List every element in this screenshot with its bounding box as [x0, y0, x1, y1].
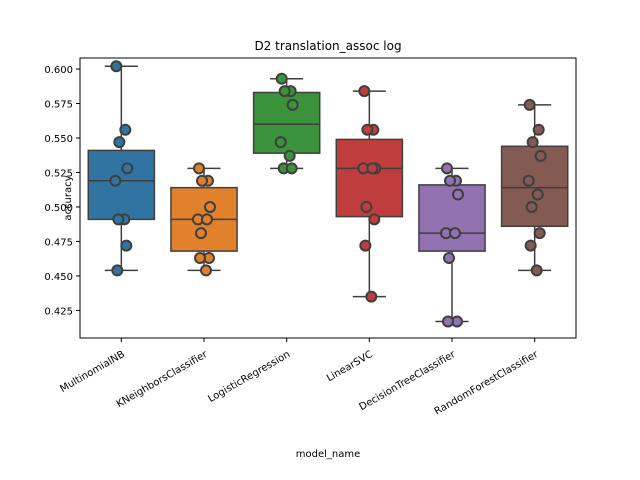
data-point [530, 264, 543, 277]
data-point [120, 239, 133, 252]
data-point [531, 188, 544, 201]
data-point [441, 162, 453, 175]
data-point [368, 213, 381, 226]
y-tick-label: 0.450 [44, 272, 73, 283]
box-group [87, 65, 156, 272]
data-point [533, 227, 546, 240]
data-point [449, 227, 461, 240]
data-point [109, 174, 122, 187]
x-axis-label: model_name [296, 449, 361, 460]
y-axis: 0.425 0.450 0.475 0.500 0.525 0.550 0.575 0.600 [44, 65, 80, 317]
data-point [532, 123, 545, 136]
y-tick-label: 0.600 [44, 65, 73, 76]
data-point [523, 98, 536, 111]
data-point [110, 60, 123, 73]
points-layer [109, 60, 547, 328]
data-point [526, 136, 539, 149]
data-point [534, 149, 547, 162]
data-point [275, 72, 288, 85]
data-point [443, 252, 455, 264]
data-point [204, 200, 216, 213]
data-point [452, 188, 464, 201]
data-point [283, 149, 296, 162]
y-axis-label: accuracy [63, 175, 74, 220]
data-point [524, 239, 537, 252]
data-point [111, 264, 124, 277]
y-tick-label: 0.575 [44, 100, 73, 111]
data-point [361, 123, 374, 136]
data-point [358, 85, 371, 98]
data-point [194, 252, 206, 264]
data-point [442, 315, 454, 328]
data-point [195, 227, 207, 240]
box-group [252, 77, 321, 170]
y-tick-label: 0.525 [44, 168, 73, 179]
data-point [285, 162, 298, 175]
data-point [200, 264, 212, 277]
data-point [278, 85, 291, 98]
data-point [365, 290, 378, 303]
y-tick-label: 0.475 [44, 237, 73, 248]
data-point [196, 174, 208, 187]
plot-frame [79, 57, 577, 339]
y-tick-label: 0.550 [44, 134, 73, 145]
data-point [286, 98, 299, 111]
data-point [113, 136, 126, 149]
data-point [525, 200, 538, 213]
box-iqr [87, 149, 156, 221]
data-point [121, 162, 134, 175]
y-tick-label: 0.425 [44, 306, 73, 317]
box-iqr [252, 91, 321, 154]
data-point [201, 213, 213, 226]
data-point [112, 213, 125, 226]
boxes-layer [87, 65, 569, 323]
data-point [119, 123, 132, 136]
y-tick-label: 0.500 [44, 203, 73, 214]
chart-title: D2 translation_assoc log [254, 39, 401, 53]
data-point [359, 239, 372, 252]
data-point [366, 162, 379, 175]
data-point [444, 174, 456, 187]
box-iqr [500, 145, 569, 228]
data-point [193, 162, 205, 175]
data-point [522, 174, 535, 187]
data-point [360, 200, 373, 213]
data-point [274, 136, 287, 149]
box-iqr [418, 184, 486, 252]
